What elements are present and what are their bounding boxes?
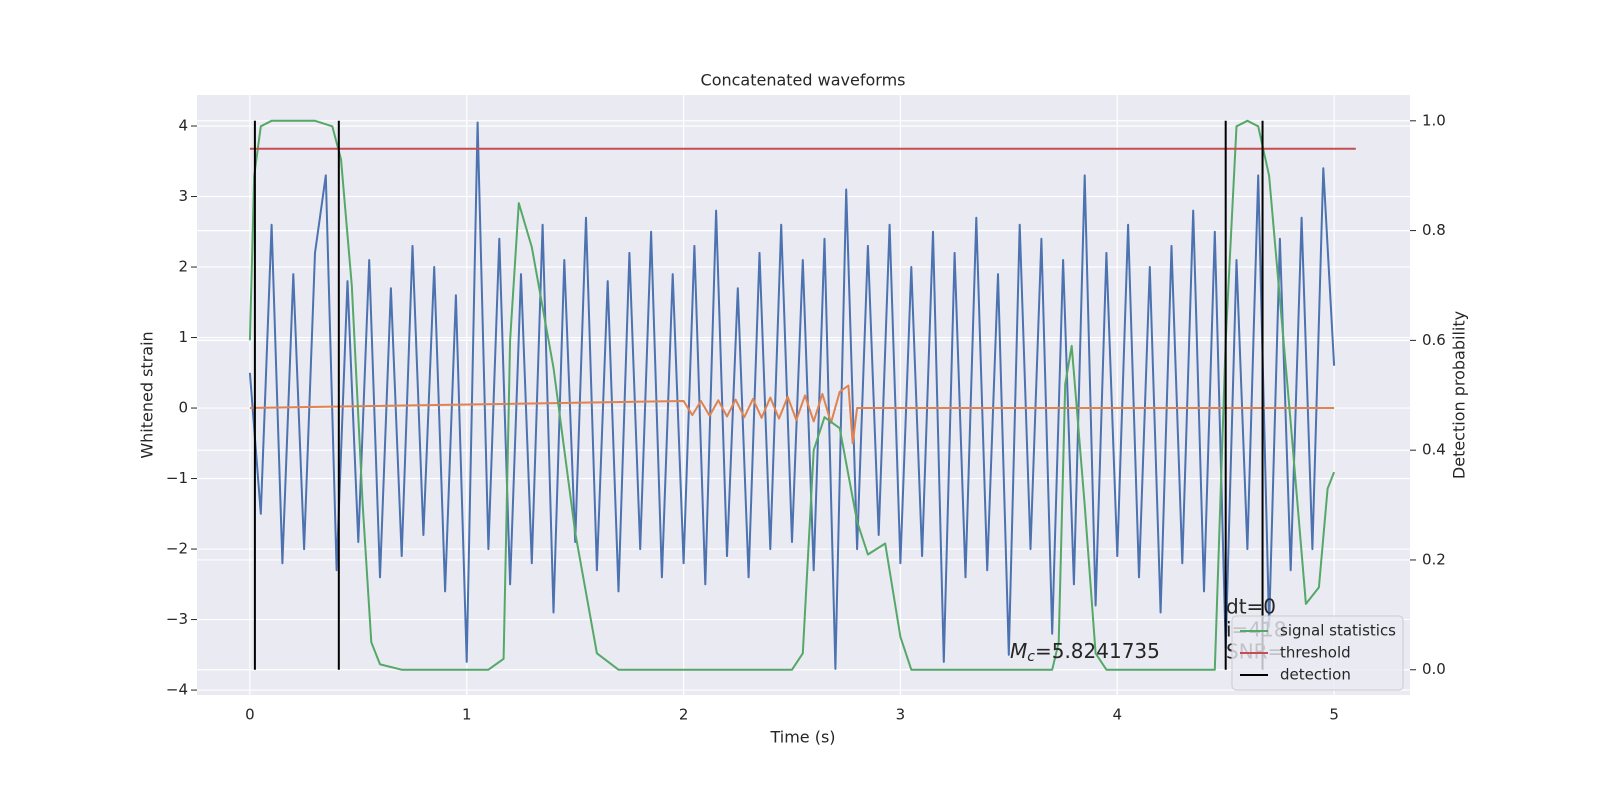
legend-label: signal statistics <box>1280 622 1396 640</box>
mc-part: c <box>1027 649 1035 665</box>
y-tick-label: −3 <box>166 610 188 628</box>
legend-label: threshold <box>1280 644 1351 662</box>
y2-tick-label: 1.0 <box>1422 111 1446 129</box>
plot-area <box>197 95 1410 695</box>
x-tick-label: 2 <box>679 706 689 724</box>
y-tick-label: 0 <box>178 399 188 417</box>
mc-part: M <box>1010 639 1027 663</box>
x-axis-label: Time (s) <box>769 728 835 747</box>
chart-title: Concatenated waveforms <box>701 71 906 90</box>
y-tick-label: 2 <box>178 258 188 276</box>
legend-label: detection <box>1280 666 1351 684</box>
y-tick-label: −1 <box>166 469 188 487</box>
y2-tick-label: 0.0 <box>1422 660 1446 678</box>
y2-tick-label: 0.4 <box>1422 441 1446 459</box>
y2-tick-label: 0.8 <box>1422 221 1446 239</box>
x-tick-label: 3 <box>896 706 906 724</box>
x-tick-label: 5 <box>1329 706 1339 724</box>
y-tick-label: 4 <box>178 117 188 135</box>
legend-box <box>1231 615 1404 691</box>
x-tick-label: 4 <box>1112 706 1122 724</box>
mc-part: =5.8241735 <box>1035 639 1160 663</box>
y2-axis-label: Detection probability <box>1450 311 1469 479</box>
y-axis-label: Whitened strain <box>138 331 157 458</box>
y-tick-label: −2 <box>166 540 188 558</box>
mc-annotation: Mc=5.8241735 <box>1010 639 1160 666</box>
y2-tick-label: 0.2 <box>1422 550 1446 568</box>
series-line <box>248 121 1336 670</box>
series-line <box>249 384 1335 445</box>
x-tick-label: 0 <box>245 706 255 724</box>
series-line <box>248 119 1336 671</box>
y-tick-label: 3 <box>178 187 188 205</box>
y2-tick-label: 0.6 <box>1422 331 1446 349</box>
y-tick-label: −4 <box>166 681 188 699</box>
x-tick-label: 1 <box>462 706 472 724</box>
annotation: dt=0 <box>1226 595 1276 619</box>
y-tick-label: 1 <box>178 328 188 346</box>
